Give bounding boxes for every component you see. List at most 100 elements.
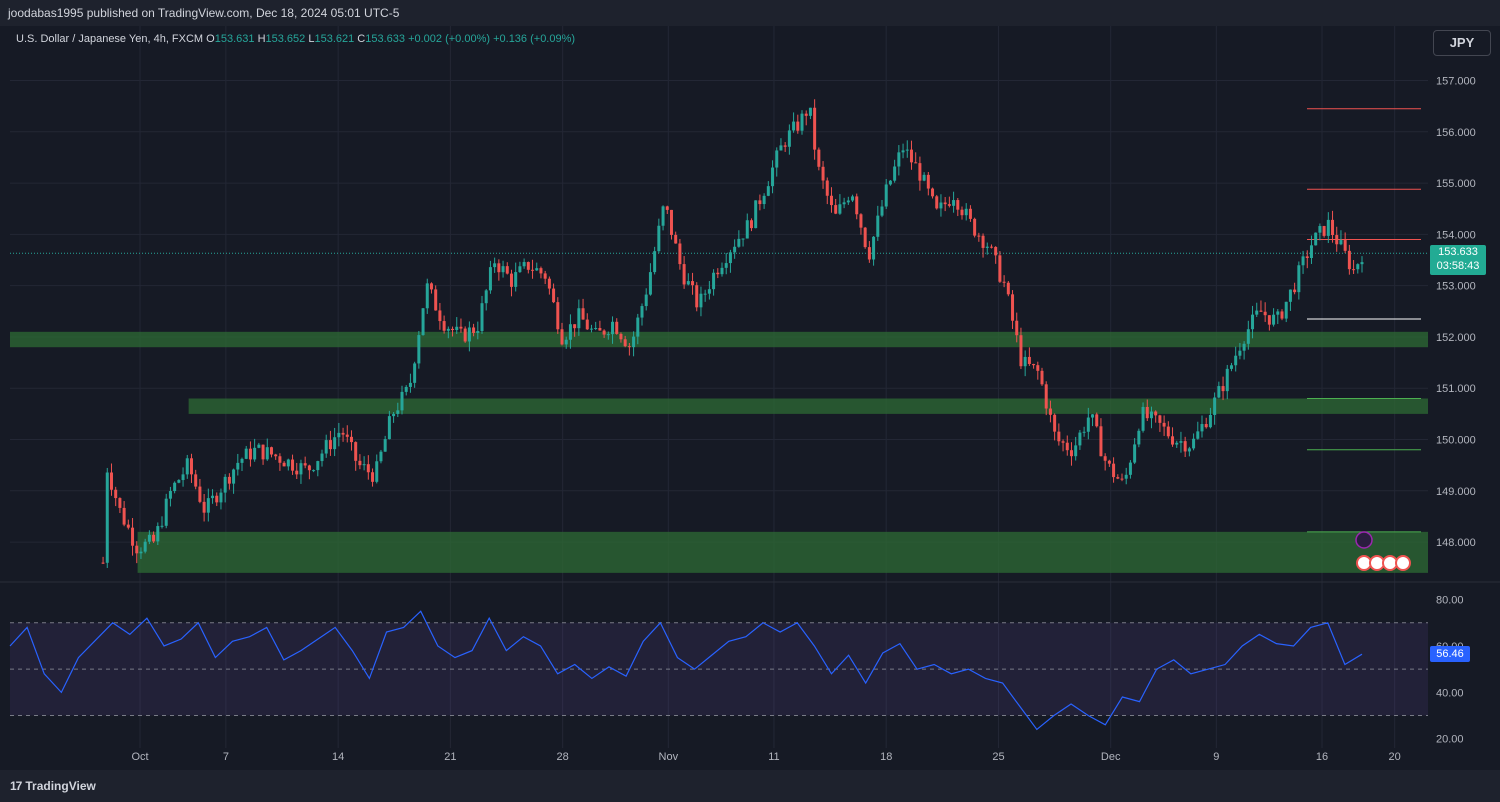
candle	[488, 267, 492, 291]
candle	[463, 328, 467, 342]
candle	[1272, 314, 1276, 325]
candle	[526, 262, 530, 270]
candle	[518, 266, 522, 273]
candle	[1032, 364, 1036, 366]
candle	[728, 252, 732, 264]
candle	[168, 491, 172, 499]
candle	[1187, 448, 1191, 452]
candle	[842, 202, 846, 205]
symbol-legend[interactable]: U.S. Dollar / Japanese Yen, 4h, FXCM O15…	[16, 33, 575, 45]
candle	[560, 329, 564, 345]
currency-button[interactable]: JPY	[1433, 30, 1491, 56]
candle	[1082, 431, 1086, 433]
candle	[564, 339, 568, 345]
candle	[269, 447, 273, 455]
candle	[737, 238, 741, 247]
tradingview-logo-icon: 17	[10, 779, 22, 793]
candle	[678, 243, 682, 265]
candle	[185, 458, 189, 475]
candle	[741, 238, 745, 240]
candle	[429, 283, 433, 290]
candle	[1280, 311, 1284, 319]
rsi-line	[9, 610, 1363, 731]
candle	[160, 525, 164, 527]
candle	[236, 462, 240, 470]
candle	[1141, 406, 1145, 431]
candle	[455, 326, 459, 331]
candle	[1086, 417, 1090, 432]
price-tick-label: 151.000	[1436, 383, 1476, 395]
candle	[497, 263, 501, 273]
candle	[1112, 463, 1116, 478]
last-price-value: 153.633	[1438, 246, 1478, 259]
candle	[829, 195, 833, 206]
candle	[379, 451, 383, 462]
candle	[282, 462, 286, 467]
candle	[1200, 424, 1204, 432]
candle	[733, 246, 737, 253]
rsi-tick-label: 40.00	[1436, 687, 1464, 699]
candle	[632, 336, 636, 348]
rsi-band	[10, 622, 1428, 716]
time-tick-label: 20	[1389, 751, 1401, 763]
candle	[1192, 438, 1196, 449]
candle	[1175, 442, 1179, 445]
candle	[1154, 411, 1158, 416]
candle	[257, 444, 261, 448]
candle	[644, 294, 648, 307]
candle	[1149, 411, 1153, 419]
candle	[952, 200, 956, 206]
close-label: C	[357, 33, 366, 45]
candle	[914, 162, 918, 164]
candle	[602, 330, 606, 335]
candle	[783, 145, 787, 147]
candle	[547, 278, 551, 289]
candle	[1284, 301, 1288, 319]
candle	[800, 113, 804, 131]
candle	[1352, 269, 1356, 271]
candle	[261, 444, 265, 460]
candle	[964, 208, 968, 216]
candle	[417, 335, 421, 364]
candle	[720, 267, 724, 275]
support-zone	[188, 398, 1428, 414]
candle	[345, 434, 349, 437]
time-tick-label: 7	[223, 751, 229, 763]
candle	[985, 246, 989, 248]
candle	[198, 486, 202, 502]
candle	[615, 321, 619, 334]
candle	[581, 308, 585, 320]
candle	[855, 196, 859, 215]
candle	[1133, 444, 1137, 463]
candle	[333, 437, 337, 450]
low-label: L	[308, 33, 315, 45]
tradingview-logo[interactable]: 17 TradingView	[10, 779, 96, 793]
candle	[312, 470, 316, 472]
candle	[181, 474, 185, 481]
candle	[1128, 462, 1132, 475]
candle	[223, 476, 227, 493]
candle	[594, 328, 598, 330]
candle	[244, 448, 248, 459]
candle	[408, 382, 412, 387]
candle	[143, 541, 147, 552]
candle	[105, 472, 109, 563]
candle	[1057, 431, 1061, 442]
candle	[724, 263, 728, 268]
candle	[522, 262, 526, 267]
candle	[648, 272, 652, 295]
candle	[535, 268, 539, 271]
candle	[808, 107, 812, 116]
candle	[876, 215, 880, 237]
candle	[484, 290, 488, 304]
candle	[1204, 424, 1208, 428]
candle	[467, 327, 471, 342]
candle	[867, 247, 871, 260]
candle	[918, 163, 922, 181]
candle	[328, 440, 332, 450]
candle	[1267, 315, 1271, 325]
candle	[653, 251, 657, 273]
price-tick-label: 154.000	[1436, 229, 1476, 241]
candle	[404, 386, 408, 392]
